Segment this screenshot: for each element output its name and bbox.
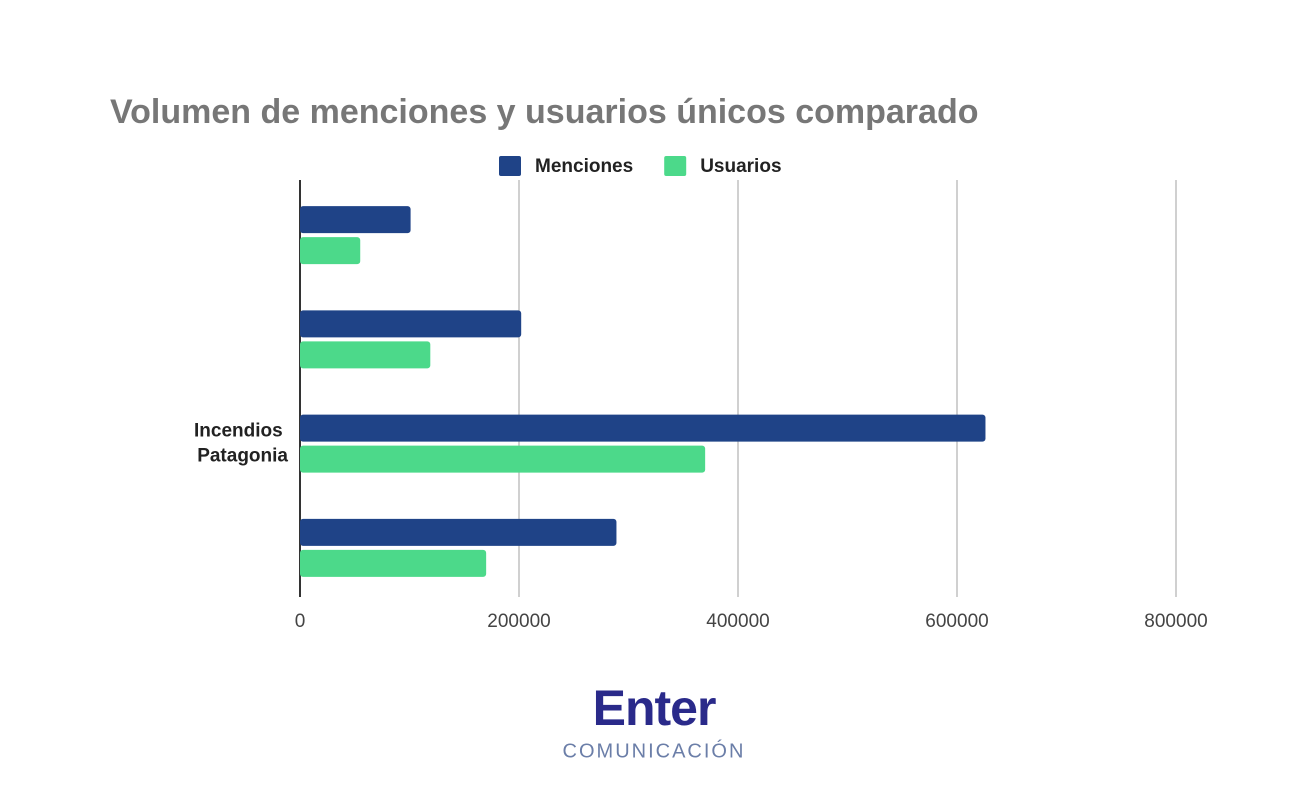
legend-label: Menciones <box>535 156 633 177</box>
bar <box>300 518 617 546</box>
x-tick-label: 800000 <box>1144 611 1207 632</box>
x-tick-label: 200000 <box>487 611 550 632</box>
bar <box>300 237 361 265</box>
logo-tagline: COMUNICACIÓN <box>563 739 746 762</box>
bar <box>300 549 487 577</box>
x-tick-label: 400000 <box>706 611 769 632</box>
bar <box>300 310 522 338</box>
legend-swatch <box>499 156 521 176</box>
bar <box>300 445 706 473</box>
bar <box>300 341 431 369</box>
x-tick-label: 0 <box>295 611 306 632</box>
y-tick-label: Incendios Patagonia <box>194 421 288 467</box>
logo-name: Enter <box>593 680 716 736</box>
bar <box>300 206 411 234</box>
chart-title: Volumen de menciones y usuarios únicos c… <box>110 93 978 131</box>
legend-swatch <box>664 156 687 176</box>
bar <box>300 414 986 442</box>
legend-label: Usuarios <box>700 156 781 177</box>
x-tick-label: 600000 <box>925 611 988 632</box>
